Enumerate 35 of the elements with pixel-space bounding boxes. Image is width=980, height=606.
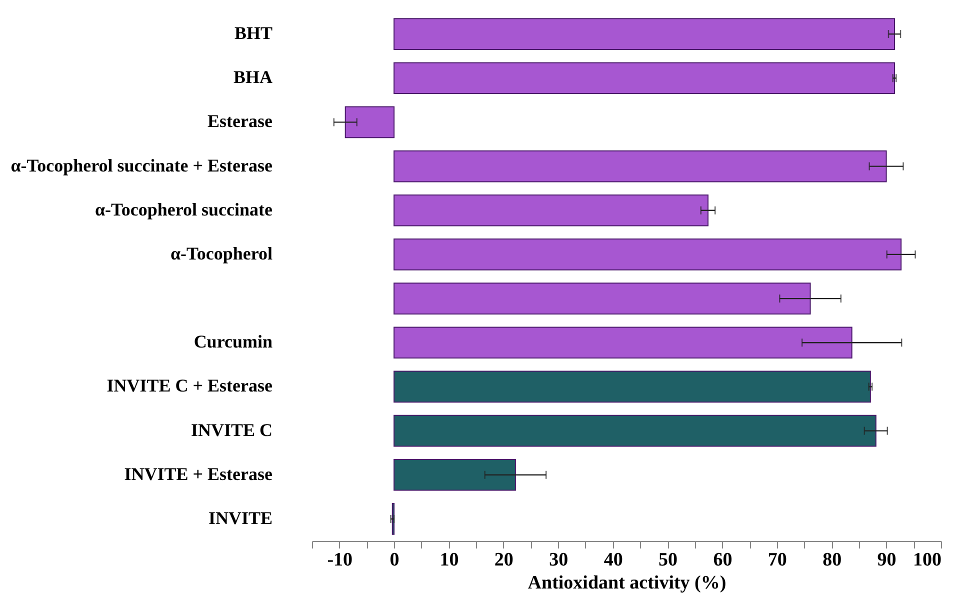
bar xyxy=(394,150,887,182)
bar xyxy=(394,194,708,226)
y-tick-label: α-Tocopherol succinate + Esterase xyxy=(10,155,272,176)
x-tick-label: 0 xyxy=(390,550,400,570)
bar xyxy=(344,106,395,138)
y-tick-label: INVITE + Esterase xyxy=(124,464,272,484)
bar xyxy=(394,414,876,447)
y-tick-label: INVITE xyxy=(208,508,272,528)
x-tick-label: 100 xyxy=(913,550,942,570)
y-tick-label: BHA xyxy=(233,67,272,88)
bar xyxy=(394,18,896,50)
x-tick-label: 40 xyxy=(604,550,623,570)
bar xyxy=(394,326,852,359)
bar xyxy=(394,238,902,270)
x-tick-label: 50 xyxy=(658,550,678,570)
x-tick-label: 10 xyxy=(440,550,459,570)
y-tick-label: Esterase xyxy=(208,111,273,132)
bar xyxy=(394,458,516,491)
y-tick-label: α-Tocopherol xyxy=(170,243,272,264)
y-tick-label: INVITE C xyxy=(190,420,272,440)
y-tick-label: BHT xyxy=(234,23,272,44)
y-tick-label: INVITE C + Esterase xyxy=(106,376,272,396)
x-tick-label: 60 xyxy=(713,550,732,570)
x-tick-label: 20 xyxy=(494,550,514,570)
bar xyxy=(394,62,896,94)
x-tick-label: 30 xyxy=(549,550,568,570)
x-tick-label: -10 xyxy=(327,550,353,570)
x-tick-label: 80 xyxy=(822,550,842,570)
x-tick-label: 70 xyxy=(768,550,787,570)
bar xyxy=(394,282,811,314)
bar xyxy=(394,370,871,403)
y-tick-label: α-Tocopherol succinate xyxy=(94,199,272,220)
x-tick-label: 90 xyxy=(877,550,896,570)
y-tick-label: Curcumin xyxy=(194,332,272,352)
x-axis-title: Antioxidant activity (%) xyxy=(528,572,726,594)
